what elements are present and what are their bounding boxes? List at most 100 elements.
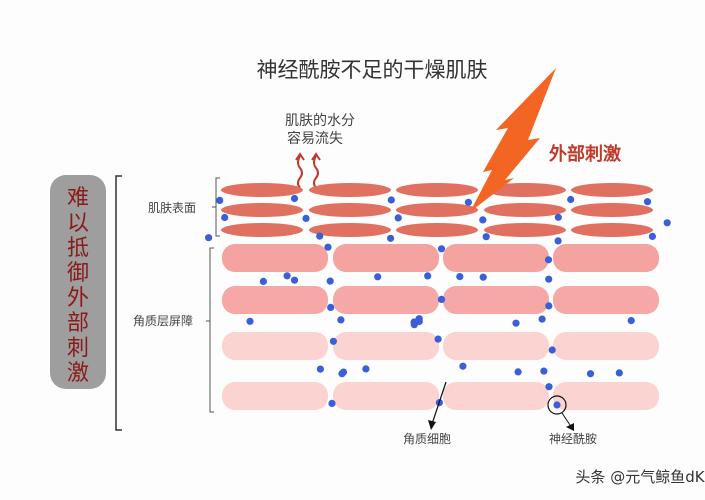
corneocyte-cell (443, 244, 549, 272)
ceramide-dot (544, 256, 553, 264)
side-label-char: 刺 (67, 336, 89, 361)
side-label-char: 抵 (67, 236, 89, 261)
surface-cell (396, 223, 478, 237)
ceramide-dot (337, 316, 345, 324)
surface-cell (221, 203, 303, 217)
ceramide-dot (545, 302, 553, 310)
ceramide-dot (374, 273, 382, 281)
ceramide-dot (553, 401, 561, 409)
skin-surface-label: 肌肤表面 (148, 200, 196, 215)
ceramide-dot (554, 213, 562, 221)
surface-cell (484, 183, 566, 197)
ceramide-dot (362, 365, 370, 373)
corneocyte-cell (553, 286, 659, 314)
surface-cell (221, 223, 303, 237)
water-loss-label-line2: 容易流失 (287, 130, 343, 147)
ceramide-dot (459, 362, 467, 370)
ceramide-dot (424, 272, 432, 280)
ceramide-dot (387, 196, 395, 204)
ceramide-label: 神经酰胺 (549, 432, 597, 446)
surface-cell (571, 183, 653, 197)
ceramide-dot (456, 273, 464, 281)
ceramide-dot (316, 232, 324, 240)
ceramide-dot (479, 216, 487, 224)
surface-cell (571, 223, 653, 237)
surface-cell (484, 223, 566, 237)
diagram-title: 神经酰胺不足的干燥肌肤 (257, 58, 488, 82)
corneocyte-cell (443, 382, 549, 410)
ceramide-dot (246, 317, 254, 325)
ceramide-dot (615, 369, 623, 377)
overall-bracket (115, 175, 122, 431)
ceramide-dot (394, 214, 402, 222)
ceramide-dot (479, 273, 487, 281)
ceramide-dot (290, 194, 299, 203)
side-label-char: 以 (67, 211, 89, 236)
surface-bracket (215, 177, 220, 237)
corneocyte-cell (222, 244, 328, 272)
ceramide-dot (283, 272, 291, 280)
surface-cell (396, 183, 478, 197)
ceramide-highlight-circle (547, 395, 567, 415)
ceramide-dot (548, 346, 556, 354)
corneocyte-cell (222, 286, 328, 314)
ceramide-dot (302, 214, 310, 222)
ceramide-dot (205, 234, 213, 242)
corneocyte-cell (222, 382, 328, 410)
corneocyte-cell (333, 286, 439, 314)
ceramide-dot (586, 370, 595, 378)
corneocyte-cell (553, 244, 659, 272)
surface-cell (484, 203, 566, 217)
corneocyte-cell (553, 332, 659, 360)
side-label-char: 激 (67, 361, 89, 386)
ceramide-dot (512, 319, 520, 327)
surface-cell (309, 183, 391, 197)
ceramide-dot (464, 198, 472, 206)
ceramide-dot (538, 315, 546, 323)
ceramide-dot (327, 303, 335, 311)
stratum-corneum-label: 角质层屏障 (133, 313, 193, 328)
ceramide-dot (415, 317, 423, 326)
ceramide-dot (482, 233, 490, 241)
side-label-char: 难 (67, 186, 89, 211)
corneocyte-cell (222, 332, 328, 360)
ceramide-dot (338, 370, 346, 378)
ceramide-dot (387, 234, 395, 242)
ceramide-dot (437, 245, 446, 253)
corneocyte-cell (333, 244, 439, 272)
ceramide-dot (545, 383, 553, 391)
ceramide-dot (316, 365, 324, 373)
surface-cell (396, 203, 478, 217)
ceramide-dot (324, 243, 332, 251)
corneocyte-pointer (431, 381, 447, 425)
ceramide-dot (221, 213, 229, 222)
ceramide-dot (514, 368, 522, 376)
ceramide-dot (326, 277, 334, 285)
corneocyte-cell (443, 286, 549, 314)
lightning-bolt-icon (470, 68, 556, 212)
watermark: 头条 @元气鲸鱼dK (575, 468, 705, 486)
corneocyte-cell (333, 332, 439, 360)
surface-cell (221, 183, 303, 197)
ceramide-dot (216, 196, 224, 204)
ceramide-dot (434, 335, 442, 343)
side-label-char: 部 (67, 311, 89, 336)
ceramide-dot (259, 277, 267, 285)
side-label-box (50, 175, 106, 389)
corneocyte-cell (333, 382, 439, 410)
barrier-bracket (209, 247, 214, 413)
corneocyte-cell (553, 382, 659, 410)
ceramide-dot (545, 275, 553, 283)
side-label-char: 御 (67, 261, 89, 286)
surface-cell (309, 203, 391, 217)
ceramide-dot (437, 295, 446, 303)
ceramide-dot (567, 195, 575, 204)
surface-cell (571, 203, 653, 217)
corneocyte-cell (443, 332, 549, 360)
side-label-char: 外 (67, 286, 89, 311)
ceramide-dot (329, 337, 337, 345)
ceramide-dot (627, 317, 635, 325)
